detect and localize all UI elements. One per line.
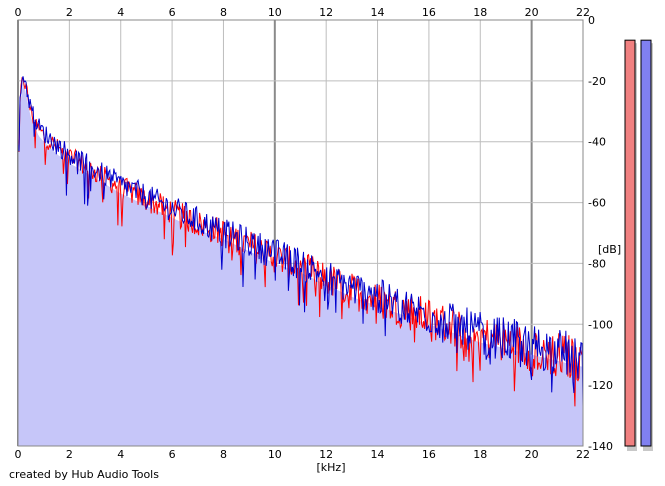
x-tick-label-bottom-9: 18 [473,448,487,461]
y-tick-label-1: -20 [588,75,606,88]
series-layer [17,76,584,407]
x-tick-label-top-5: 10 [268,6,282,19]
y-axis-label: [dB] [598,243,621,256]
x-tick-label-bottom-1: 2 [66,448,73,461]
x-tick-label-bottom-8: 16 [422,448,436,461]
x-tick-label-top-7: 14 [371,6,385,19]
series-line-1 [17,76,584,407]
x-tick-label-top-9: 18 [473,6,487,19]
tick-labels: 002244668810101212141416161818202022220-… [15,6,613,461]
x-tick-label-top-11: 22 [576,6,590,19]
x-tick-label-bottom-10: 20 [525,448,539,461]
x-tick-label-bottom-3: 6 [169,448,176,461]
credit-text: created by Hub Audio Tools [9,468,159,481]
x-tick-label-top-0: 0 [15,6,22,19]
level-meter-bar-0 [624,39,636,447]
x-tick-label-top-4: 8 [220,6,227,19]
x-tick-label-bottom-5: 10 [268,448,282,461]
y-tick-label-2: -40 [588,136,606,149]
y-tick-label-3: -60 [588,197,606,210]
y-tick-label-0: 0 [588,14,595,27]
y-tick-label-6: -120 [588,379,613,392]
y-tick-label-5: -100 [588,318,613,331]
x-tick-label-bottom-0: 0 [15,448,22,461]
x-tick-label-bottom-7: 14 [371,448,385,461]
x-tick-label-bottom-4: 8 [220,448,227,461]
x-axis-label: [kHz] [317,461,346,474]
x-tick-label-bottom-2: 4 [117,448,124,461]
x-tick-label-bottom-6: 12 [319,448,333,461]
x-tick-label-top-8: 16 [422,6,436,19]
x-tick-label-top-1: 2 [66,6,73,19]
x-tick-label-bottom-11: 22 [576,448,590,461]
level-meter-bar-1 [640,39,652,447]
x-tick-label-top-6: 12 [319,6,333,19]
spectrum-fill-area [18,81,583,447]
y-tick-label-4: -80 [588,257,606,270]
plot-frame [17,19,584,447]
x-tick-label-top-3: 6 [169,6,176,19]
x-tick-label-top-2: 4 [117,6,124,19]
level-meters [624,39,653,452]
y-tick-label-7: -140 [588,440,613,453]
x-tick-label-top-10: 20 [525,6,539,19]
